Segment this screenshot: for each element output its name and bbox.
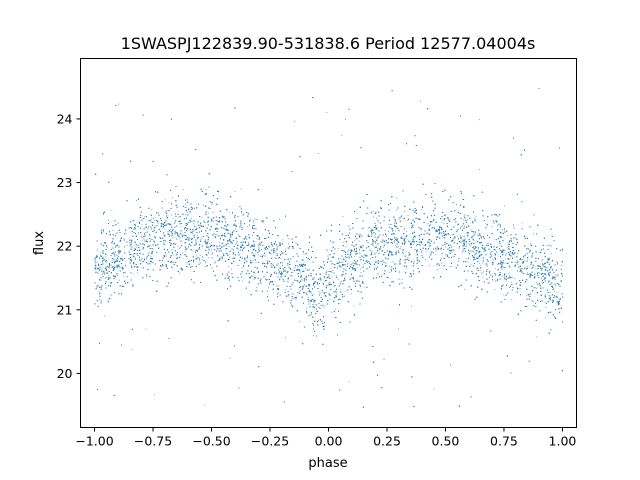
x-tick-label: 1.00 (549, 434, 577, 449)
chart-title: 1SWASPJ122839.90-531838.6 Period 12577.0… (121, 34, 536, 53)
x-tick-label: −1.00 (75, 434, 113, 449)
y-axis: 20 21 22 23 24 (57, 111, 81, 381)
y-tick-label: 21 (57, 302, 73, 317)
y-tick-label: 24 (57, 111, 73, 126)
x-tick-label: 0.25 (373, 434, 401, 449)
x-axis-label: phase (308, 456, 347, 471)
x-tick-label: 0.00 (315, 434, 343, 449)
x-axis: −1.00 −0.75 −0.50 −0.25 0.00 0.25 0.50 0.75 1.00 (75, 427, 577, 449)
x-tick-label: 0.50 (432, 434, 460, 449)
x-tick-label: 0.75 (490, 434, 518, 449)
y-tick-label: 20 (57, 366, 73, 381)
x-tick-label: −0.50 (192, 434, 230, 449)
y-tick-label: 22 (57, 239, 73, 254)
x-tick-label: −0.25 (251, 434, 289, 449)
y-tick-label: 23 (57, 175, 73, 190)
x-tick-label: −0.75 (134, 434, 172, 449)
y-axis-label: flux (32, 231, 47, 255)
